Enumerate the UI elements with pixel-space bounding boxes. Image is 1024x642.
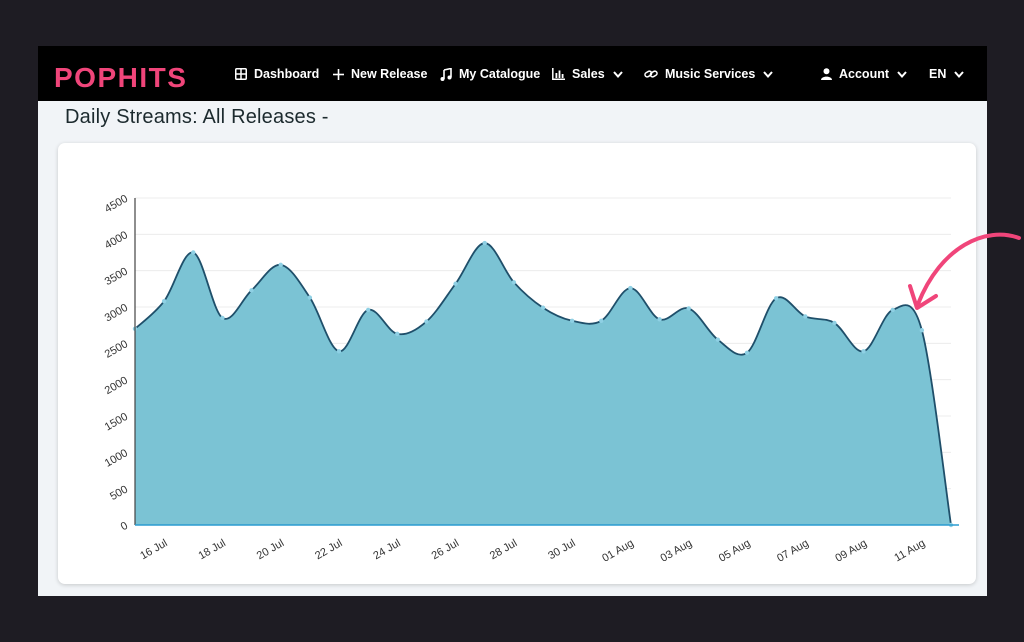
nav-new-release-label: New Release xyxy=(351,67,428,81)
y-tick-label: 4500 xyxy=(103,193,130,216)
data-point[interactable] xyxy=(511,280,517,285)
data-point[interactable] xyxy=(861,349,866,354)
plus-icon xyxy=(333,68,344,80)
x-tick-label: 05 Aug xyxy=(717,537,753,565)
x-tick-label: 18 Jul xyxy=(197,537,228,562)
app-window: POPHITS Dashboard New Release My Catalog… xyxy=(38,46,987,596)
y-tick-label: 2000 xyxy=(103,374,130,397)
nav-account-label: Account xyxy=(839,67,889,81)
y-tick-label: 1500 xyxy=(103,411,130,434)
data-point[interactable] xyxy=(628,285,633,291)
chevron-down-icon xyxy=(954,70,965,78)
nav-music-services[interactable]: Music Services xyxy=(644,64,774,84)
data-point[interactable] xyxy=(249,288,254,293)
data-point[interactable] xyxy=(569,318,575,324)
nav-my-catalogue[interactable]: My Catalogue xyxy=(440,64,540,84)
x-tick-label: 28 Jul xyxy=(488,537,519,562)
chevron-down-icon xyxy=(897,70,907,78)
data-point[interactable] xyxy=(919,328,925,333)
data-point[interactable] xyxy=(540,305,546,310)
y-tick-label: 1000 xyxy=(103,447,130,470)
nav-language[interactable]: EN xyxy=(929,64,965,84)
y-tick-label: 4000 xyxy=(103,229,130,252)
data-point[interactable] xyxy=(336,349,342,354)
data-point[interactable] xyxy=(191,250,196,255)
x-tick-label: 16 Jul xyxy=(138,537,169,562)
data-point[interactable] xyxy=(832,320,837,326)
user-icon xyxy=(821,68,832,80)
y-tick-label: 3000 xyxy=(103,302,130,325)
chevron-down-icon xyxy=(612,70,623,78)
data-point[interactable] xyxy=(482,240,487,246)
data-point[interactable] xyxy=(599,318,604,324)
x-tick-label: 03 Aug xyxy=(659,537,695,565)
nav-music-services-label: Music Services xyxy=(665,67,756,81)
bar-chart-icon xyxy=(552,68,565,80)
data-point[interactable] xyxy=(803,314,808,319)
nav-sales[interactable]: Sales xyxy=(552,64,623,84)
chevron-down-icon xyxy=(763,70,774,78)
series-area xyxy=(135,243,951,525)
x-tick-label: 22 Jul xyxy=(313,537,344,562)
data-point[interactable] xyxy=(424,319,429,324)
nav-new-release[interactable]: New Release xyxy=(333,64,427,84)
data-point[interactable] xyxy=(161,298,167,304)
y-tick-label: 2500 xyxy=(103,338,130,361)
chart-card: 0 500 1000 1500 2000 2500 3000 3500 4000 4500 16 J… xyxy=(58,143,976,584)
y-tick-label: 3500 xyxy=(103,265,130,288)
data-point[interactable] xyxy=(395,331,400,337)
logo[interactable]: POPHITS xyxy=(54,62,188,93)
y-tick-label: 500 xyxy=(108,483,130,503)
data-point[interactable] xyxy=(686,306,691,311)
x-tick-label: 24 Jul xyxy=(371,537,402,562)
data-point[interactable] xyxy=(453,281,458,286)
x-tick-label: 09 Aug xyxy=(833,537,869,565)
daily-streams-chart: 0 500 1000 1500 2000 2500 3000 3500 4000 4500 16 J… xyxy=(103,193,959,565)
data-point[interactable] xyxy=(715,337,721,342)
data-point[interactable] xyxy=(220,315,225,321)
x-tick-label: 20 Jul xyxy=(255,537,286,562)
nav-language-label: EN xyxy=(929,67,947,81)
page-title: Daily Streams: All Releases - xyxy=(65,106,329,128)
nav-dashboard-label: Dashboard xyxy=(254,67,320,81)
data-point[interactable] xyxy=(744,350,750,355)
nav-account[interactable]: Account xyxy=(821,64,907,84)
grid-icon xyxy=(235,68,247,80)
data-point[interactable] xyxy=(657,317,662,322)
data-point[interactable] xyxy=(773,296,779,301)
data-point[interactable] xyxy=(278,262,283,268)
nav-sales-label: Sales xyxy=(572,67,605,81)
y-tick-label: 0 xyxy=(119,520,130,533)
top-navbar: POPHITS Dashboard New Release My Catalog… xyxy=(38,46,987,101)
data-point[interactable] xyxy=(890,307,895,313)
music-note-icon xyxy=(440,67,452,81)
x-tick-label: 30 Jul xyxy=(546,537,577,562)
data-point[interactable] xyxy=(365,307,371,313)
annotation-arrow-icon xyxy=(908,232,1021,310)
data-point[interactable] xyxy=(307,295,313,300)
x-tick-label: 01 Aug xyxy=(600,537,636,565)
x-tick-label: 11 Aug xyxy=(892,537,927,564)
x-tick-label: 07 Aug xyxy=(775,537,811,565)
link-icon xyxy=(644,70,658,78)
x-tick-label: 26 Jul xyxy=(430,537,461,562)
nav-my-catalogue-label: My Catalogue xyxy=(459,67,541,81)
nav-dashboard[interactable]: Dashboard xyxy=(235,64,319,84)
